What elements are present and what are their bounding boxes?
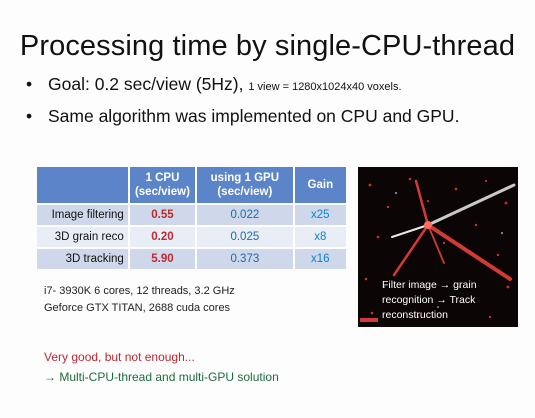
track-image-graphic xyxy=(358,167,518,327)
caption-line: recognition → Track xyxy=(382,294,476,306)
header-gpu: using 1 GPU (sec/view) xyxy=(197,167,293,203)
hardware-gpu: Geforce GTX TITAN, 2688 cuda cores xyxy=(44,302,231,314)
bullet-same-algorithm: • Same algorithm was implemented on CPU a… xyxy=(26,106,459,127)
gpu-time: 0.025 xyxy=(197,227,293,247)
gpu-time: 0.373 xyxy=(197,249,293,269)
table-row: 3D grain reco 0.20 0.025 x8 xyxy=(37,227,346,247)
hardware-cpu: i7- 3930K 6 cores, 12 threads, 3.2 GHz xyxy=(44,285,235,297)
header-cpu: 1 CPU (sec/view) xyxy=(129,167,196,203)
header-cpu-line1: 1 CPU xyxy=(145,172,180,184)
bullet-goal: • Goal: 0.2 sec/view (5Hz), 1 view = 1280… xyxy=(26,74,402,95)
note-solution: → Multi-CPU-thread and multi-GPU solutio… xyxy=(44,370,279,384)
hardware-specs: i7- 3930K 6 cores, 12 threads, 3.2 GHz G… xyxy=(44,283,235,317)
gain-value: x25 xyxy=(294,205,346,225)
row-label: 3D grain reco xyxy=(37,227,128,247)
performance-table: 1 CPU (sec/view) using 1 GPU (sec/view) … xyxy=(35,165,348,271)
table-row: 3D tracking 5.90 0.373 x16 xyxy=(37,249,346,269)
bullet-goal-text: Goal: 0.2 sec/view (5Hz), xyxy=(48,74,244,94)
bullet-marker: • xyxy=(26,74,33,94)
caption-line: Filter image → grain xyxy=(382,279,477,291)
row-label: 3D tracking xyxy=(37,249,128,269)
image-caption: Filter image → grain recognition → Track… xyxy=(382,278,514,323)
bullet-same-algorithm-text: Same algorithm was implemented on CPU an… xyxy=(48,106,460,126)
bullet-marker: • xyxy=(26,106,33,126)
cpu-time: 0.55 xyxy=(129,205,196,225)
gain-value: x16 xyxy=(294,249,346,269)
gain-value: x8 xyxy=(294,227,346,247)
gpu-time: 0.022 xyxy=(197,205,293,225)
bullet-goal-detail: 1 view = 1280x1024x40 voxels. xyxy=(248,81,402,93)
row-label: Image filtering xyxy=(37,205,128,225)
table-header-row: 1 CPU (sec/view) using 1 GPU (sec/view) … xyxy=(37,167,346,203)
cpu-time: 0.20 xyxy=(129,227,196,247)
track-reconstruction-image: Filter image → grain recognition → Track… xyxy=(358,167,518,327)
header-corner xyxy=(37,167,128,203)
header-gain: Gain xyxy=(294,167,346,203)
header-gpu-line2: (sec/view) xyxy=(217,186,273,198)
header-gpu-line1: using 1 GPU xyxy=(210,172,280,184)
slide-title: Processing time by single-CPU-thread xyxy=(19,30,516,62)
caption-line: reconstruction xyxy=(382,309,448,321)
table-row: Image filtering 0.55 0.022 x25 xyxy=(37,205,346,225)
cpu-time: 5.90 xyxy=(129,249,196,269)
header-cpu-line2: (sec/view) xyxy=(134,186,190,198)
note-not-enough: Very good, but not enough... xyxy=(44,350,195,364)
